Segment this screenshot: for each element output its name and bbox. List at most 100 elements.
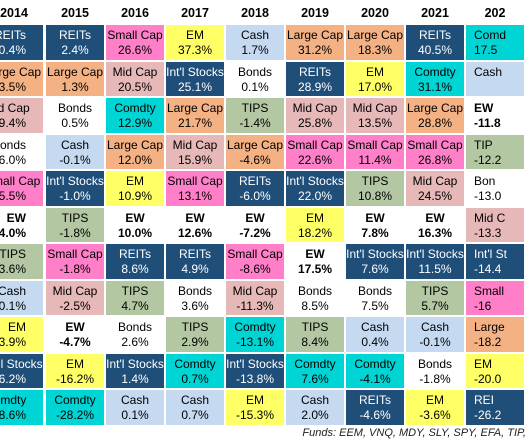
cell-asset-label: Bonds bbox=[177, 283, 213, 298]
cell-return-value: 40.5% bbox=[417, 43, 453, 57]
cell-return-value: 0.1% bbox=[0, 298, 26, 313]
cell-2017-bonds: Bonds 3.6% bbox=[165, 279, 225, 316]
cell-return-value: 0.5% bbox=[61, 116, 89, 130]
cell-2018-large-cap: Large Cap -4.6% bbox=[225, 133, 285, 170]
cell-2018-tips: TIPS -1.4% bbox=[225, 97, 285, 134]
cell-asset-label: Small Cap bbox=[47, 247, 103, 261]
cell-2015-ew: EW -4.7% bbox=[45, 316, 105, 353]
cell-asset-label: Mid Cap bbox=[112, 64, 158, 79]
cell-asset-label: Small Cap bbox=[167, 174, 223, 188]
cell-asset-label: Comdty bbox=[234, 320, 276, 334]
cell-return-value: 18.2% bbox=[297, 225, 333, 240]
cell-asset-label: TIPS bbox=[121, 283, 149, 298]
cell-asset-label: TIPS bbox=[421, 283, 449, 298]
cell-asset-label: Large Cap bbox=[226, 137, 284, 152]
cell-202-mid-cap: Mid C -13.3 bbox=[465, 206, 525, 243]
cell-2020-large-cap: Large Cap 18.3% bbox=[345, 24, 405, 61]
cell-asset-label: Comdty bbox=[114, 101, 156, 115]
cell-asset-label: EM bbox=[8, 320, 26, 334]
cell-return-value: -11.3% bbox=[236, 298, 274, 313]
cell-2020-mid-cap: Mid Cap 13.5% bbox=[345, 97, 405, 134]
cell-asset-label: REITs bbox=[58, 28, 91, 42]
cell-asset-label: EW bbox=[6, 210, 26, 225]
cell-2016-int-l-stocks: Int'l Stocks 1.4% bbox=[105, 352, 165, 389]
cell-asset-label: TIPS bbox=[181, 320, 209, 334]
cell-2017-reits: REITs 4.9% bbox=[165, 243, 225, 280]
cell-return-value: -4.7% bbox=[59, 335, 91, 349]
cell-asset-label: Small Cap bbox=[407, 137, 463, 152]
cell-return-value: 22.6% bbox=[297, 152, 333, 167]
cell-return-value: 6.0% bbox=[0, 152, 26, 167]
year-header-2016: 2016 bbox=[121, 6, 149, 20]
cell-asset-label: Int'l St bbox=[474, 247, 507, 261]
cell-return-value: 1.3% bbox=[61, 79, 89, 94]
cell-asset-label: Bonds bbox=[117, 320, 153, 334]
cell-return-value: -1.8% bbox=[59, 225, 91, 240]
cell-2014-tips: TIPS 3.6% bbox=[0, 243, 44, 280]
cell-asset-label: Mid Cap bbox=[412, 174, 458, 188]
cell-2017-ew: EW 12.6% bbox=[165, 206, 225, 243]
cell-2017-tips: TIPS 2.9% bbox=[165, 316, 225, 353]
cell-asset-label: Cash bbox=[60, 137, 89, 152]
cell-return-value: 12.6% bbox=[177, 225, 213, 240]
cell-asset-label: TIPS bbox=[241, 101, 269, 115]
cell-asset-label: EW bbox=[474, 101, 494, 115]
cell-return-value: 30.4% bbox=[0, 43, 26, 57]
cell-2016-ew: EW 10.0% bbox=[105, 206, 165, 243]
cell-2021-ew: EW 16.3% bbox=[405, 206, 465, 243]
cell-return-value: 20.5% bbox=[117, 79, 153, 94]
cell-202-tips: TIP -12.2 bbox=[465, 133, 525, 170]
cell-asset-label: Int'l Stocks bbox=[46, 174, 104, 188]
cell-2015-int-l-stocks: Int'l Stocks -1.0% bbox=[45, 170, 105, 207]
cell-asset-label: Small Cap bbox=[287, 137, 343, 152]
cell-2020-em: EM 17.0% bbox=[345, 60, 405, 97]
cell-return-value: -0.1% bbox=[59, 152, 91, 167]
cell-2016-comdty: Comdty 12.9% bbox=[105, 97, 165, 134]
cell-return-value: 28.9% bbox=[297, 79, 333, 94]
cell-asset-label: REI bbox=[474, 393, 495, 407]
cell-2014-em: EM-3.9% bbox=[0, 316, 44, 353]
cell-2018-em: EM -15.3% bbox=[225, 389, 285, 426]
cell-2020-comdty: Comdty -4.1% bbox=[345, 352, 405, 389]
cell-asset-label: EW bbox=[425, 210, 445, 225]
year-header-2017: 2017 bbox=[181, 6, 209, 20]
cell-2021-cash: Cash -0.1% bbox=[405, 316, 465, 353]
cell-2016-cash: Cash 0.1% bbox=[105, 389, 165, 426]
cell-return-value: 26.6% bbox=[117, 43, 153, 57]
cell-return-value: 17.5% bbox=[297, 262, 333, 276]
cell-return-value: 1.7% bbox=[241, 43, 269, 57]
cell-return-value: 17.5 bbox=[474, 43, 498, 57]
cell-return-value: -1.4% bbox=[239, 116, 271, 130]
cell-2015-reits: REITs 2.4% bbox=[45, 24, 105, 61]
cell-2021-reits: REITs 40.5% bbox=[405, 24, 465, 61]
cell-return-value: 37.3% bbox=[177, 43, 213, 57]
year-header-2019: 2019 bbox=[301, 6, 329, 20]
cell-2020-bonds: Bonds 7.5% bbox=[345, 279, 405, 316]
cell-return-value: -8.6% bbox=[239, 262, 271, 276]
cell-2016-em: EM 10.9% bbox=[105, 170, 165, 207]
cell-2021-comdty: Comdty 31.1% bbox=[405, 60, 465, 97]
cell-asset-label: EM bbox=[66, 356, 84, 371]
year-header-202: 202 bbox=[484, 6, 506, 20]
cell-202-large-cap: Large -18.2 bbox=[465, 316, 525, 353]
cell-return-value: -16.2% bbox=[55, 371, 95, 386]
cell-2018-ew: EW -7.2% bbox=[225, 206, 285, 243]
cell-asset-label: Bonds bbox=[357, 283, 393, 298]
cell-2015-comdty: Comdty -28.2% bbox=[45, 389, 105, 426]
cell-return-value: 9.4% bbox=[0, 116, 26, 130]
cell-return-value: 4.9% bbox=[181, 262, 209, 276]
cell-asset-label: Cash bbox=[420, 320, 449, 334]
cell-asset-label: REITs bbox=[118, 247, 151, 261]
cell-2015-small-cap: Small Cap -1.8% bbox=[45, 243, 105, 280]
cell-2019-large-cap: Large Cap 31.2% bbox=[285, 24, 345, 61]
cell-asset-label: Mid Cap bbox=[352, 101, 398, 115]
cell-asset-label: EW bbox=[305, 247, 325, 261]
cell-asset-label: Comdty bbox=[294, 356, 336, 371]
cell-asset-label: Bon bbox=[474, 174, 496, 188]
cell-return-value: 7.6% bbox=[361, 262, 389, 276]
cell-return-value: 2.6% bbox=[121, 335, 149, 349]
cell-2018-int-l-stocks: Int'l Stocks -13.8% bbox=[225, 352, 285, 389]
cell-2021-tips: TIPS 5.7% bbox=[405, 279, 465, 316]
cell-2019-tips: TIPS 8.4% bbox=[285, 316, 345, 353]
cell-asset-label: Large Cap bbox=[286, 28, 344, 42]
